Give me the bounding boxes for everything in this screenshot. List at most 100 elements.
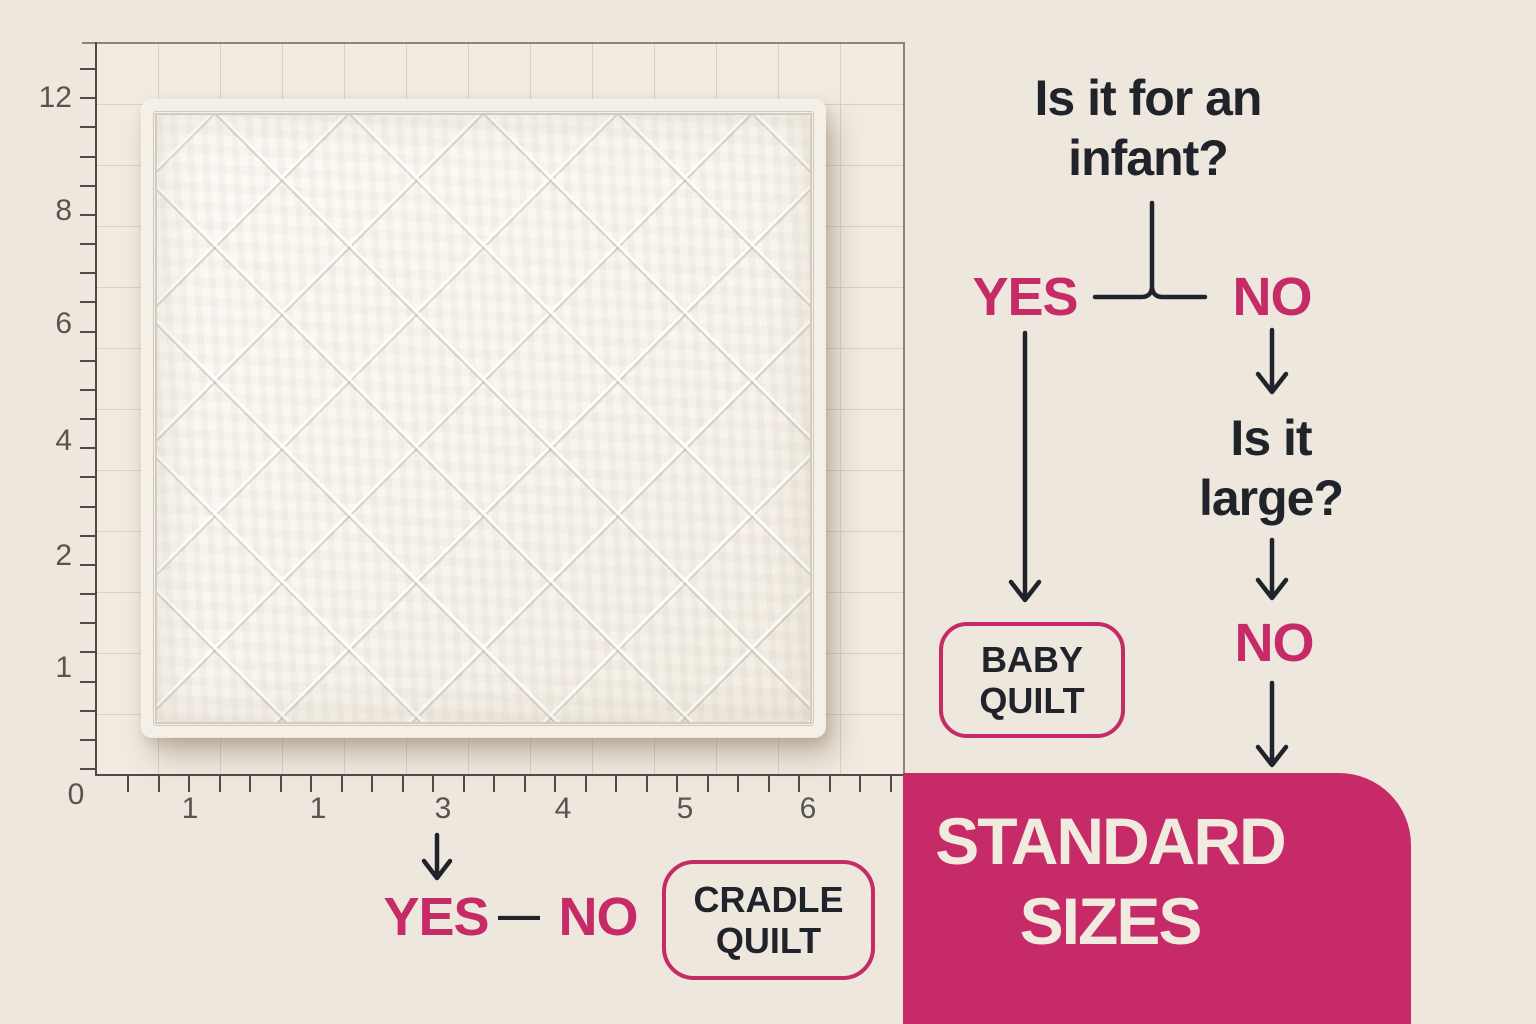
- x-axis-tick: [127, 776, 129, 792]
- x-axis-tick: [707, 776, 709, 792]
- x-axis-label: 1: [181, 792, 199, 825]
- x-axis-label: 1: [309, 792, 327, 825]
- y-axis-tick: [80, 360, 96, 362]
- standard-sizes-line1: STANDARD: [935, 804, 1286, 878]
- y-axis-label: 2: [55, 539, 72, 572]
- y-axis-label: 1: [55, 651, 72, 684]
- large-no-label: NO: [1234, 613, 1315, 673]
- y-axis-tick: [80, 126, 96, 128]
- x-axis-tick: [737, 776, 739, 792]
- y-axis-tick: [80, 593, 96, 595]
- x-axis-tick: [371, 776, 373, 792]
- x-axis-tick: [890, 776, 892, 792]
- x-axis-label: 6: [799, 792, 817, 825]
- y-axis-tick: [80, 447, 96, 449]
- arrow-no-to-large: [1255, 327, 1289, 395]
- x-axis-tick: [493, 776, 495, 792]
- y-axis-tick: [80, 389, 96, 391]
- y-axis-tick: [80, 185, 96, 187]
- x-axis-tick: [524, 776, 526, 792]
- y-axis-tick: [80, 506, 96, 508]
- y-axis-tick: [80, 243, 96, 245]
- baby-quilt-box: BABY QUILT: [939, 622, 1125, 738]
- y-axis-tick: [80, 739, 96, 741]
- cradle-quilt-label: CRADLE QUILT: [694, 879, 844, 961]
- y-axis-tick: [80, 564, 96, 566]
- x-axis-tick: [646, 776, 648, 792]
- arrow-no-to-standard: [1255, 680, 1289, 768]
- standard-sizes-line2: SIZES: [1019, 884, 1203, 958]
- standard-sizes-box: STANDARD SIZES: [903, 773, 1411, 1024]
- x-axis-tick: [615, 776, 617, 792]
- x-axis-label: 4: [554, 792, 572, 825]
- cradle-quilt-line2: QUILT: [715, 920, 822, 961]
- y-axis-tick: [80, 651, 96, 653]
- x-axis-tick: [585, 776, 587, 792]
- branch-connector: [1092, 200, 1208, 300]
- arrow-yes-to-baby: [1008, 330, 1042, 603]
- x-axis-tick: [158, 776, 160, 792]
- origin-label: 0: [67, 778, 85, 811]
- x-axis-tick: [249, 776, 251, 792]
- y-axis-tick: [80, 301, 96, 303]
- question-infant-line2: infant?: [1068, 130, 1229, 186]
- y-axis-tick: [80, 710, 96, 712]
- x-axis-tick: [402, 776, 404, 792]
- baby-quilt-line2: QUILT: [979, 680, 1085, 721]
- y-axis-tick: [80, 97, 96, 99]
- y-axis-tick: [80, 768, 96, 770]
- x-axis-tick: [798, 776, 800, 792]
- x-axis-tick: [341, 776, 343, 792]
- y-axis-tick: [80, 272, 96, 274]
- y-axis-label: 6: [55, 307, 72, 340]
- x-axis-tick: [676, 776, 678, 792]
- y-axis-tick: [80, 68, 96, 70]
- quilt-stitching: [157, 115, 810, 722]
- x-axis-tick: [310, 776, 312, 792]
- arrow-large-to-no: [1255, 537, 1289, 601]
- quilt-seam-line: [153, 111, 814, 726]
- x-axis-tick: [859, 776, 861, 792]
- cradle-quilt-line1: CRADLE: [693, 879, 844, 920]
- question-infant: Is it for an infant?: [1034, 68, 1263, 188]
- x-axis-line: [95, 774, 905, 776]
- quilt-photo: [142, 100, 825, 737]
- y-axis-tick: [80, 622, 96, 624]
- baby-quilt-label: BABY QUILT: [979, 639, 1084, 721]
- baby-quilt-line1: BABY: [980, 639, 1083, 680]
- x-axis-tick: [432, 776, 434, 792]
- x-axis-tick: [188, 776, 190, 792]
- infant-no-label: NO: [1232, 267, 1313, 327]
- y-axis-label: 8: [55, 194, 72, 227]
- y-axis-tick: [80, 331, 96, 333]
- y-axis-label: 4: [55, 424, 72, 457]
- y-axis-tick: [80, 476, 96, 478]
- y-axis-line: [95, 42, 97, 776]
- cradle-dash: —: [498, 891, 540, 938]
- x-axis-tick: [768, 776, 770, 792]
- cradle-yes-label: YES: [383, 887, 489, 947]
- chart-border-top: [82, 42, 904, 44]
- question-large-line1: Is it: [1230, 410, 1312, 466]
- y-axis-tick: [80, 214, 96, 216]
- question-large: Is it large?: [1198, 408, 1344, 528]
- arrow-axis-to-cradle: [421, 832, 453, 881]
- x-axis-tick: [463, 776, 465, 792]
- chart-border-right: [903, 42, 905, 775]
- x-axis-tick: [829, 776, 831, 792]
- y-axis-label: 12: [38, 81, 72, 114]
- x-axis-tick: [219, 776, 221, 792]
- y-axis-tick: [80, 418, 96, 420]
- question-infant-line1: Is it for an: [1034, 70, 1263, 126]
- x-axis-tick: [554, 776, 556, 792]
- y-axis-tick: [80, 681, 96, 683]
- y-axis-tick: [80, 156, 96, 158]
- y-axis-tick: [80, 535, 96, 537]
- x-axis-label: 5: [676, 792, 694, 825]
- question-large-line2: large?: [1198, 470, 1344, 526]
- x-axis-label: 3: [434, 792, 452, 825]
- cradle-no-label: NO: [558, 887, 639, 947]
- quilt-binding: [142, 100, 825, 737]
